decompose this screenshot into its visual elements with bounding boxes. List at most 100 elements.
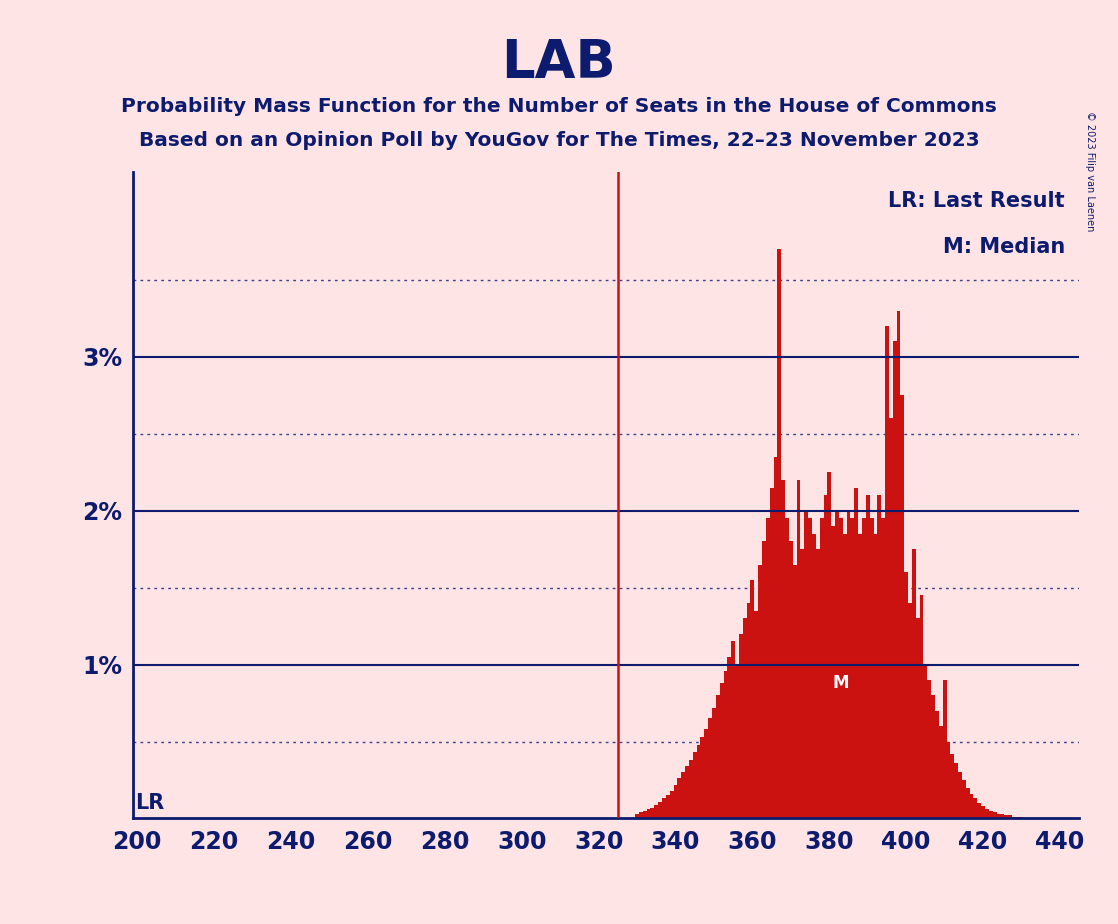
Bar — [662, 798, 666, 819]
Text: © 2023 Filip van Laenen: © 2023 Filip van Laenen — [1086, 111, 1095, 231]
Bar — [766, 518, 769, 819]
Bar — [804, 511, 808, 819]
Bar — [923, 664, 927, 819]
Bar — [651, 808, 654, 819]
Bar — [812, 534, 816, 819]
Bar — [977, 803, 982, 819]
Bar — [859, 534, 862, 819]
Bar — [889, 419, 893, 819]
Bar — [974, 798, 977, 819]
Bar — [716, 696, 720, 819]
Bar — [1001, 814, 1004, 819]
Bar — [958, 772, 961, 819]
Bar — [1004, 815, 1008, 819]
Bar — [704, 729, 708, 819]
Text: LAB: LAB — [502, 37, 616, 89]
Bar — [654, 805, 659, 819]
Bar — [827, 472, 831, 819]
Bar — [708, 719, 712, 819]
Bar — [697, 745, 701, 819]
Text: Based on an Opinion Poll by YouGov for The Times, 22–23 November 2023: Based on an Opinion Poll by YouGov for T… — [139, 131, 979, 151]
Bar — [865, 495, 870, 819]
Bar — [838, 518, 843, 819]
Bar — [755, 611, 758, 819]
Bar — [1012, 817, 1016, 819]
Bar — [728, 657, 731, 819]
Bar — [969, 794, 974, 819]
Bar — [939, 726, 942, 819]
Bar — [723, 671, 728, 819]
Bar — [988, 810, 993, 819]
Bar — [835, 511, 838, 819]
Bar — [885, 326, 889, 819]
Bar — [985, 809, 988, 819]
Bar — [942, 680, 947, 819]
Bar — [712, 708, 716, 819]
Bar — [681, 772, 685, 819]
Text: M: M — [833, 675, 849, 692]
Bar — [824, 495, 827, 819]
Bar — [685, 766, 689, 819]
Bar — [993, 812, 996, 819]
Bar — [851, 518, 854, 819]
Text: LR: LR — [135, 793, 164, 813]
Bar — [1016, 817, 1020, 819]
Bar — [689, 760, 693, 819]
Bar — [904, 572, 908, 819]
Bar — [935, 711, 939, 819]
Bar — [881, 518, 885, 819]
Bar — [769, 488, 774, 819]
Bar — [831, 526, 835, 819]
Bar — [781, 480, 785, 819]
Bar — [731, 641, 735, 819]
Bar — [912, 549, 916, 819]
Bar — [920, 595, 923, 819]
Bar — [947, 741, 950, 819]
Bar — [870, 518, 873, 819]
Bar — [900, 395, 904, 819]
Bar — [735, 664, 739, 819]
Bar — [873, 534, 878, 819]
Bar — [996, 814, 1001, 819]
Bar — [1020, 817, 1023, 819]
Bar — [846, 511, 851, 819]
Bar — [966, 787, 969, 819]
Bar — [789, 541, 793, 819]
Bar — [955, 763, 958, 819]
Bar — [961, 780, 966, 819]
Bar — [797, 480, 800, 819]
Bar — [701, 736, 704, 819]
Bar — [897, 310, 900, 819]
Bar — [666, 796, 670, 819]
Text: Probability Mass Function for the Number of Seats in the House of Commons: Probability Mass Function for the Number… — [121, 97, 997, 116]
Bar — [635, 814, 639, 819]
Bar — [816, 549, 819, 819]
Bar — [670, 791, 673, 819]
Text: LR: Last Result: LR: Last Result — [889, 191, 1065, 212]
Bar — [950, 754, 955, 819]
Bar — [843, 534, 846, 819]
Bar — [777, 249, 781, 819]
Bar — [908, 603, 912, 819]
Text: M: Median: M: Median — [942, 237, 1065, 257]
Bar — [808, 518, 812, 819]
Bar — [659, 801, 662, 819]
Bar — [1008, 815, 1012, 819]
Bar — [742, 618, 747, 819]
Bar — [762, 541, 766, 819]
Bar — [720, 683, 723, 819]
Bar — [758, 565, 762, 819]
Bar — [673, 784, 678, 819]
Bar — [678, 778, 681, 819]
Bar — [785, 518, 789, 819]
Bar — [893, 341, 897, 819]
Bar — [693, 752, 697, 819]
Bar — [793, 565, 797, 819]
Bar — [774, 456, 777, 819]
Bar — [854, 488, 859, 819]
Bar — [739, 634, 742, 819]
Bar — [747, 603, 750, 819]
Bar — [931, 696, 935, 819]
Bar — [819, 518, 824, 819]
Bar — [639, 812, 643, 819]
